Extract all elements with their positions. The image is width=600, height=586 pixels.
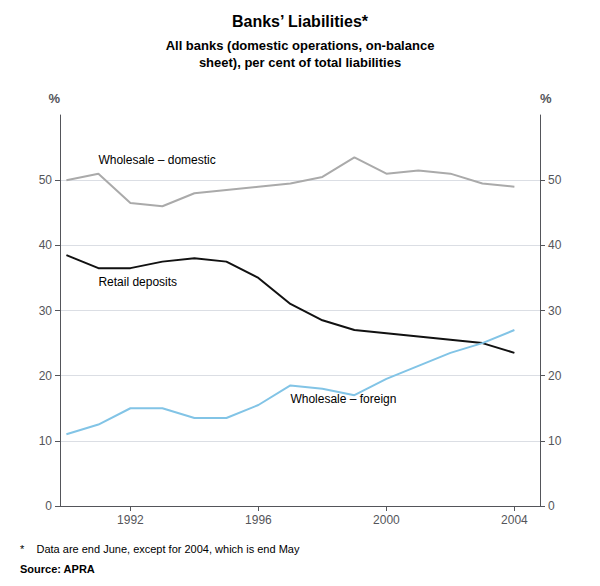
svg-text:30: 30 <box>548 304 562 318</box>
svg-text:50: 50 <box>548 173 562 187</box>
svg-text:* Data are end June, except: * Data are end June, except for 2004, wh… <box>20 543 300 555</box>
svg-text:10: 10 <box>548 434 562 448</box>
svg-text:1996: 1996 <box>245 513 272 527</box>
svg-text:30: 30 <box>39 304 53 318</box>
svg-text:10: 10 <box>39 434 53 448</box>
svg-text:Wholesale – domestic: Wholesale – domestic <box>98 153 215 167</box>
svg-text:40: 40 <box>548 238 562 252</box>
svg-text:0: 0 <box>548 499 555 513</box>
svg-text:20: 20 <box>39 369 53 383</box>
svg-text:%: % <box>540 91 552 106</box>
svg-text:sheet), per cent of total liab: sheet), per cent of total liabilities <box>199 55 401 70</box>
svg-text:Wholesale – foreign: Wholesale – foreign <box>290 392 396 406</box>
svg-text:Banks’ Liabilities*: Banks’ Liabilities* <box>232 13 369 30</box>
svg-text:Source: APRA: Source: APRA <box>20 563 95 575</box>
svg-text:50: 50 <box>39 173 53 187</box>
svg-text:2000: 2000 <box>373 513 400 527</box>
svg-text:20: 20 <box>548 369 562 383</box>
svg-text:Retail deposits: Retail deposits <box>98 275 177 289</box>
svg-text:2004: 2004 <box>501 513 528 527</box>
svg-text:%: % <box>48 91 60 106</box>
svg-text:1992: 1992 <box>117 513 144 527</box>
svg-text:0: 0 <box>45 499 52 513</box>
svg-text:40: 40 <box>39 238 53 252</box>
svg-text:All banks (domestic operations: All banks (domestic operations, on-balan… <box>166 38 435 53</box>
